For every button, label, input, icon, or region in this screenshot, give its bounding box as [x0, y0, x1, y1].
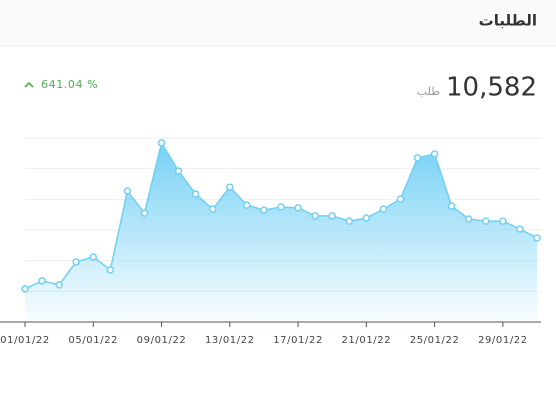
x-tick-label: 01/01/22: [0, 335, 50, 346]
point: [430, 150, 439, 158]
point: [243, 201, 251, 209]
point: [396, 195, 405, 203]
x-tick-label: 05/01/22: [68, 335, 118, 346]
point: [140, 209, 149, 217]
point: [123, 187, 132, 195]
x-tick-label: 25/01/22: [410, 335, 460, 346]
point: [362, 214, 371, 222]
point: [533, 234, 541, 242]
point: [21, 285, 29, 293]
point: [38, 277, 46, 285]
x-tick-label: 13/01/22: [205, 335, 255, 346]
x-tick-label: 09/01/22: [137, 335, 187, 346]
x-tick-label: 29/01/22: [478, 335, 528, 346]
point: [55, 281, 63, 289]
x-tick-label: 17/01/22: [273, 335, 323, 346]
change-value: 641.04 %: [41, 78, 98, 91]
point: [413, 154, 422, 162]
point: [294, 204, 302, 212]
point: [157, 139, 166, 147]
point: [464, 215, 473, 223]
point: [447, 202, 456, 210]
point: [345, 217, 354, 225]
point: [379, 205, 388, 213]
point: [516, 225, 524, 233]
point: [311, 212, 319, 220]
card-title: الطلبات: [479, 12, 537, 30]
change-caret: [24, 81, 34, 88]
x-tick-label: 21/01/22: [341, 335, 391, 346]
point: [328, 212, 336, 220]
point: [277, 203, 285, 211]
point: [482, 217, 490, 225]
point: [260, 206, 268, 214]
header-bar: [0, 0, 556, 46]
total-unit: طلب: [417, 85, 440, 98]
point: [208, 205, 217, 213]
total-value: 10,582: [446, 73, 537, 103]
point: [226, 183, 234, 191]
point: [72, 258, 80, 266]
point: [174, 167, 183, 175]
point: [106, 266, 115, 274]
point: [191, 190, 200, 198]
point: [89, 253, 98, 261]
point: [499, 217, 507, 225]
area-fill: [25, 142, 537, 322]
